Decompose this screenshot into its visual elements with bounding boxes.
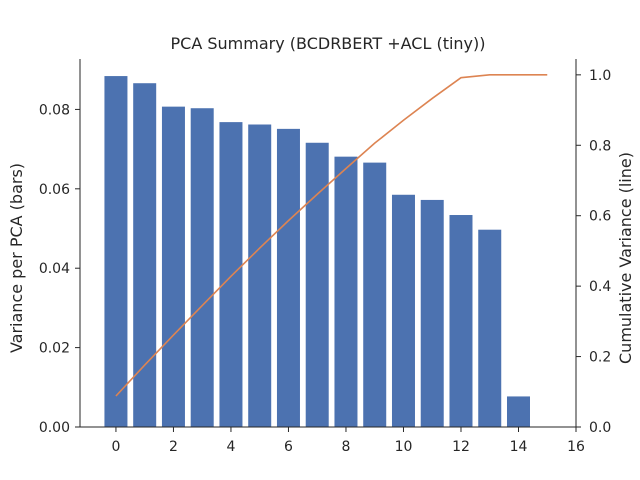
bar-pc-4 — [219, 122, 243, 427]
bar-pc-5 — [248, 124, 272, 427]
y-tick-label: 0.00 — [39, 420, 70, 436]
x-tick-label: 10 — [395, 439, 413, 455]
y2-tick-label: 0.0 — [589, 420, 611, 436]
y-tick-label: 0.04 — [39, 261, 70, 277]
bar-pc-7 — [305, 142, 329, 427]
y-axis-label: Variance per PCA (bars) — [7, 163, 26, 353]
cumulative-variance-line — [115, 74, 548, 397]
x-tick-label: 0 — [111, 439, 120, 455]
cumulative-line-series — [115, 74, 548, 397]
bar-pc-6 — [276, 128, 300, 427]
bar-series — [104, 76, 530, 428]
x-tick-label: 8 — [342, 439, 351, 455]
y2-tick-label: 0.4 — [589, 279, 611, 295]
x-tick-label: 16 — [567, 439, 585, 455]
bar-pc-10 — [391, 194, 415, 427]
bar-pc-1 — [133, 83, 157, 427]
bar-pc-3 — [190, 108, 214, 427]
bar-pc-11 — [420, 199, 444, 427]
bar-pc-8 — [334, 156, 358, 427]
x-tick-label: 6 — [284, 439, 293, 455]
y2-axis-label: Cumulative Variance (line) — [616, 152, 635, 364]
axes-frame — [79, 59, 577, 428]
bar-pc-2 — [161, 106, 185, 427]
x-tick-label: 4 — [226, 439, 235, 455]
y-tick-label: 0.08 — [39, 102, 70, 118]
x-axis-ticks: 0 2 4 6 8 10 12 14 16 — [111, 427, 585, 455]
bar-pc-13 — [478, 229, 502, 427]
y2-tick-label: 0.2 — [589, 350, 611, 366]
y2-axis-ticks: 0.0 0.2 0.4 0.6 0.8 1.0 — [576, 68, 611, 436]
y2-tick-label: 0.6 — [589, 209, 611, 225]
y-tick-label: 0.06 — [39, 182, 70, 198]
y-tick-label: 0.02 — [39, 341, 70, 357]
y-axis-ticks: 0.00 0.02 0.04 0.06 0.08 — [39, 102, 80, 436]
x-tick-label: 12 — [452, 439, 470, 455]
bar-pc-0 — [104, 76, 128, 427]
y2-tick-label: 1.0 — [589, 68, 611, 84]
bar-pc-9 — [363, 162, 387, 428]
x-tick-label: 14 — [510, 439, 528, 455]
bar-pc-12 — [449, 215, 473, 427]
chart-title: PCA Summary (BCDRBERT +ACL (tiny)) — [171, 34, 486, 53]
plot-area — [104, 74, 548, 428]
bar-pc-14 — [506, 396, 530, 427]
x-tick-label: 2 — [169, 439, 178, 455]
y2-tick-label: 0.8 — [589, 138, 611, 154]
